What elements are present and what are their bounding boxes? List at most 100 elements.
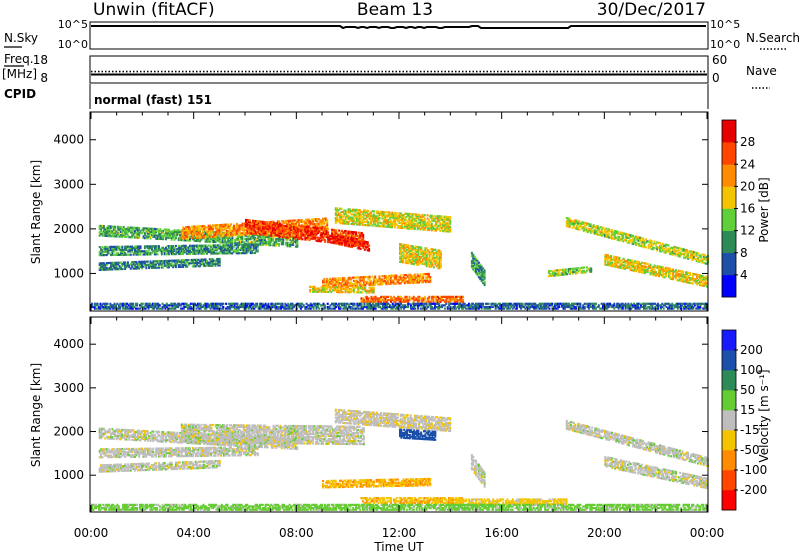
echo-cell [444,230,447,233]
echo-cell [104,247,107,250]
echo-cell [132,247,135,250]
echo-cell [324,229,327,232]
echo-cell [381,281,384,284]
echo-cell [377,212,380,215]
echo-cell [143,250,146,253]
echo-cell [213,240,215,244]
echo-cell [102,265,105,268]
echo-cell [156,260,159,263]
echo-cell [567,268,570,271]
echo-cell [370,221,373,224]
echo-cell [172,230,175,233]
echo-cell [304,225,307,228]
echo-cell [428,260,431,263]
echo-cell [420,256,423,259]
echo-cell [326,287,329,290]
echo-cell [406,224,409,227]
echo-cell [246,223,249,227]
echo-cell [330,234,332,237]
echo-cell [196,228,199,231]
echo-cell [213,259,215,262]
echo-cell [136,245,139,248]
echo-cell [362,238,365,241]
nsky-trace [91,25,706,30]
echo-cell [362,276,365,279]
echo-cell [450,297,453,300]
echo-cell [426,279,429,282]
echo-cell [362,243,365,246]
echo-cell [324,281,327,284]
echo-cell [108,226,111,230]
echo-cell [245,220,247,223]
echo-cell [391,226,394,229]
echo-cell [439,300,442,303]
echo-cell [336,286,338,289]
echo-cell [313,289,316,292]
echo-cell [415,299,418,302]
echo-cell [182,232,185,235]
echo-cell [273,241,276,244]
echo-cell [245,252,248,255]
echo-cell [146,250,149,253]
echo-cell [415,281,418,284]
echo-cell [203,228,206,231]
echo-cell [452,299,455,302]
echo-cell [352,291,355,294]
echo-cell [211,250,214,253]
echo-cell [121,250,124,253]
echo-cell [166,245,169,248]
echo-cell [580,266,583,269]
echo-cell [280,241,283,244]
echo-cell [618,256,621,259]
echo-cell [384,217,387,220]
echo-cell [426,227,429,230]
echo-cell [114,263,117,266]
echo-cell [252,248,255,251]
echo-cell [275,241,278,244]
echo-cell [200,225,203,228]
echo-cell [442,223,445,226]
echo-cell [155,251,158,254]
echo-cell [426,297,429,300]
freq-tick-low: 8 [40,71,48,85]
echo-cell [309,237,312,240]
echo-cell [321,289,324,292]
echo-cell [336,232,339,235]
echo-cell [105,228,108,231]
echo-cell [399,218,402,221]
echo-cell [350,235,353,238]
echo-cell [412,216,415,219]
echo-cell [284,225,287,228]
echo-cell [293,219,296,222]
echo-cell [124,263,127,266]
echo-cell [342,237,345,240]
echo-cell [479,268,482,271]
echo-cell [553,274,556,277]
echo-cell [132,228,135,231]
echo-cell [158,264,160,268]
echo-cell [407,257,410,260]
echo-cell [250,227,253,230]
echo-cell [388,214,391,217]
echo-cell [590,267,593,270]
echo-cell [552,272,555,276]
echo-cell [371,282,374,285]
echo-cell [259,235,262,238]
echo-cell [456,299,459,302]
echo-cell [338,286,341,289]
echo-cell [215,252,218,255]
echo-cell [231,237,234,240]
echo-cell [115,235,118,238]
echo-cell [331,233,334,236]
echo-cell [437,215,440,218]
echo-cell [552,271,555,274]
echo-cell [398,220,401,223]
echo-cell [564,270,567,273]
echo-cell [367,214,370,217]
echo-cell [348,245,351,248]
echo-cell [352,239,355,242]
echo-cell [425,260,428,263]
echo-cell [411,245,414,248]
echo-cell [198,240,201,243]
echo-cell [102,250,105,253]
